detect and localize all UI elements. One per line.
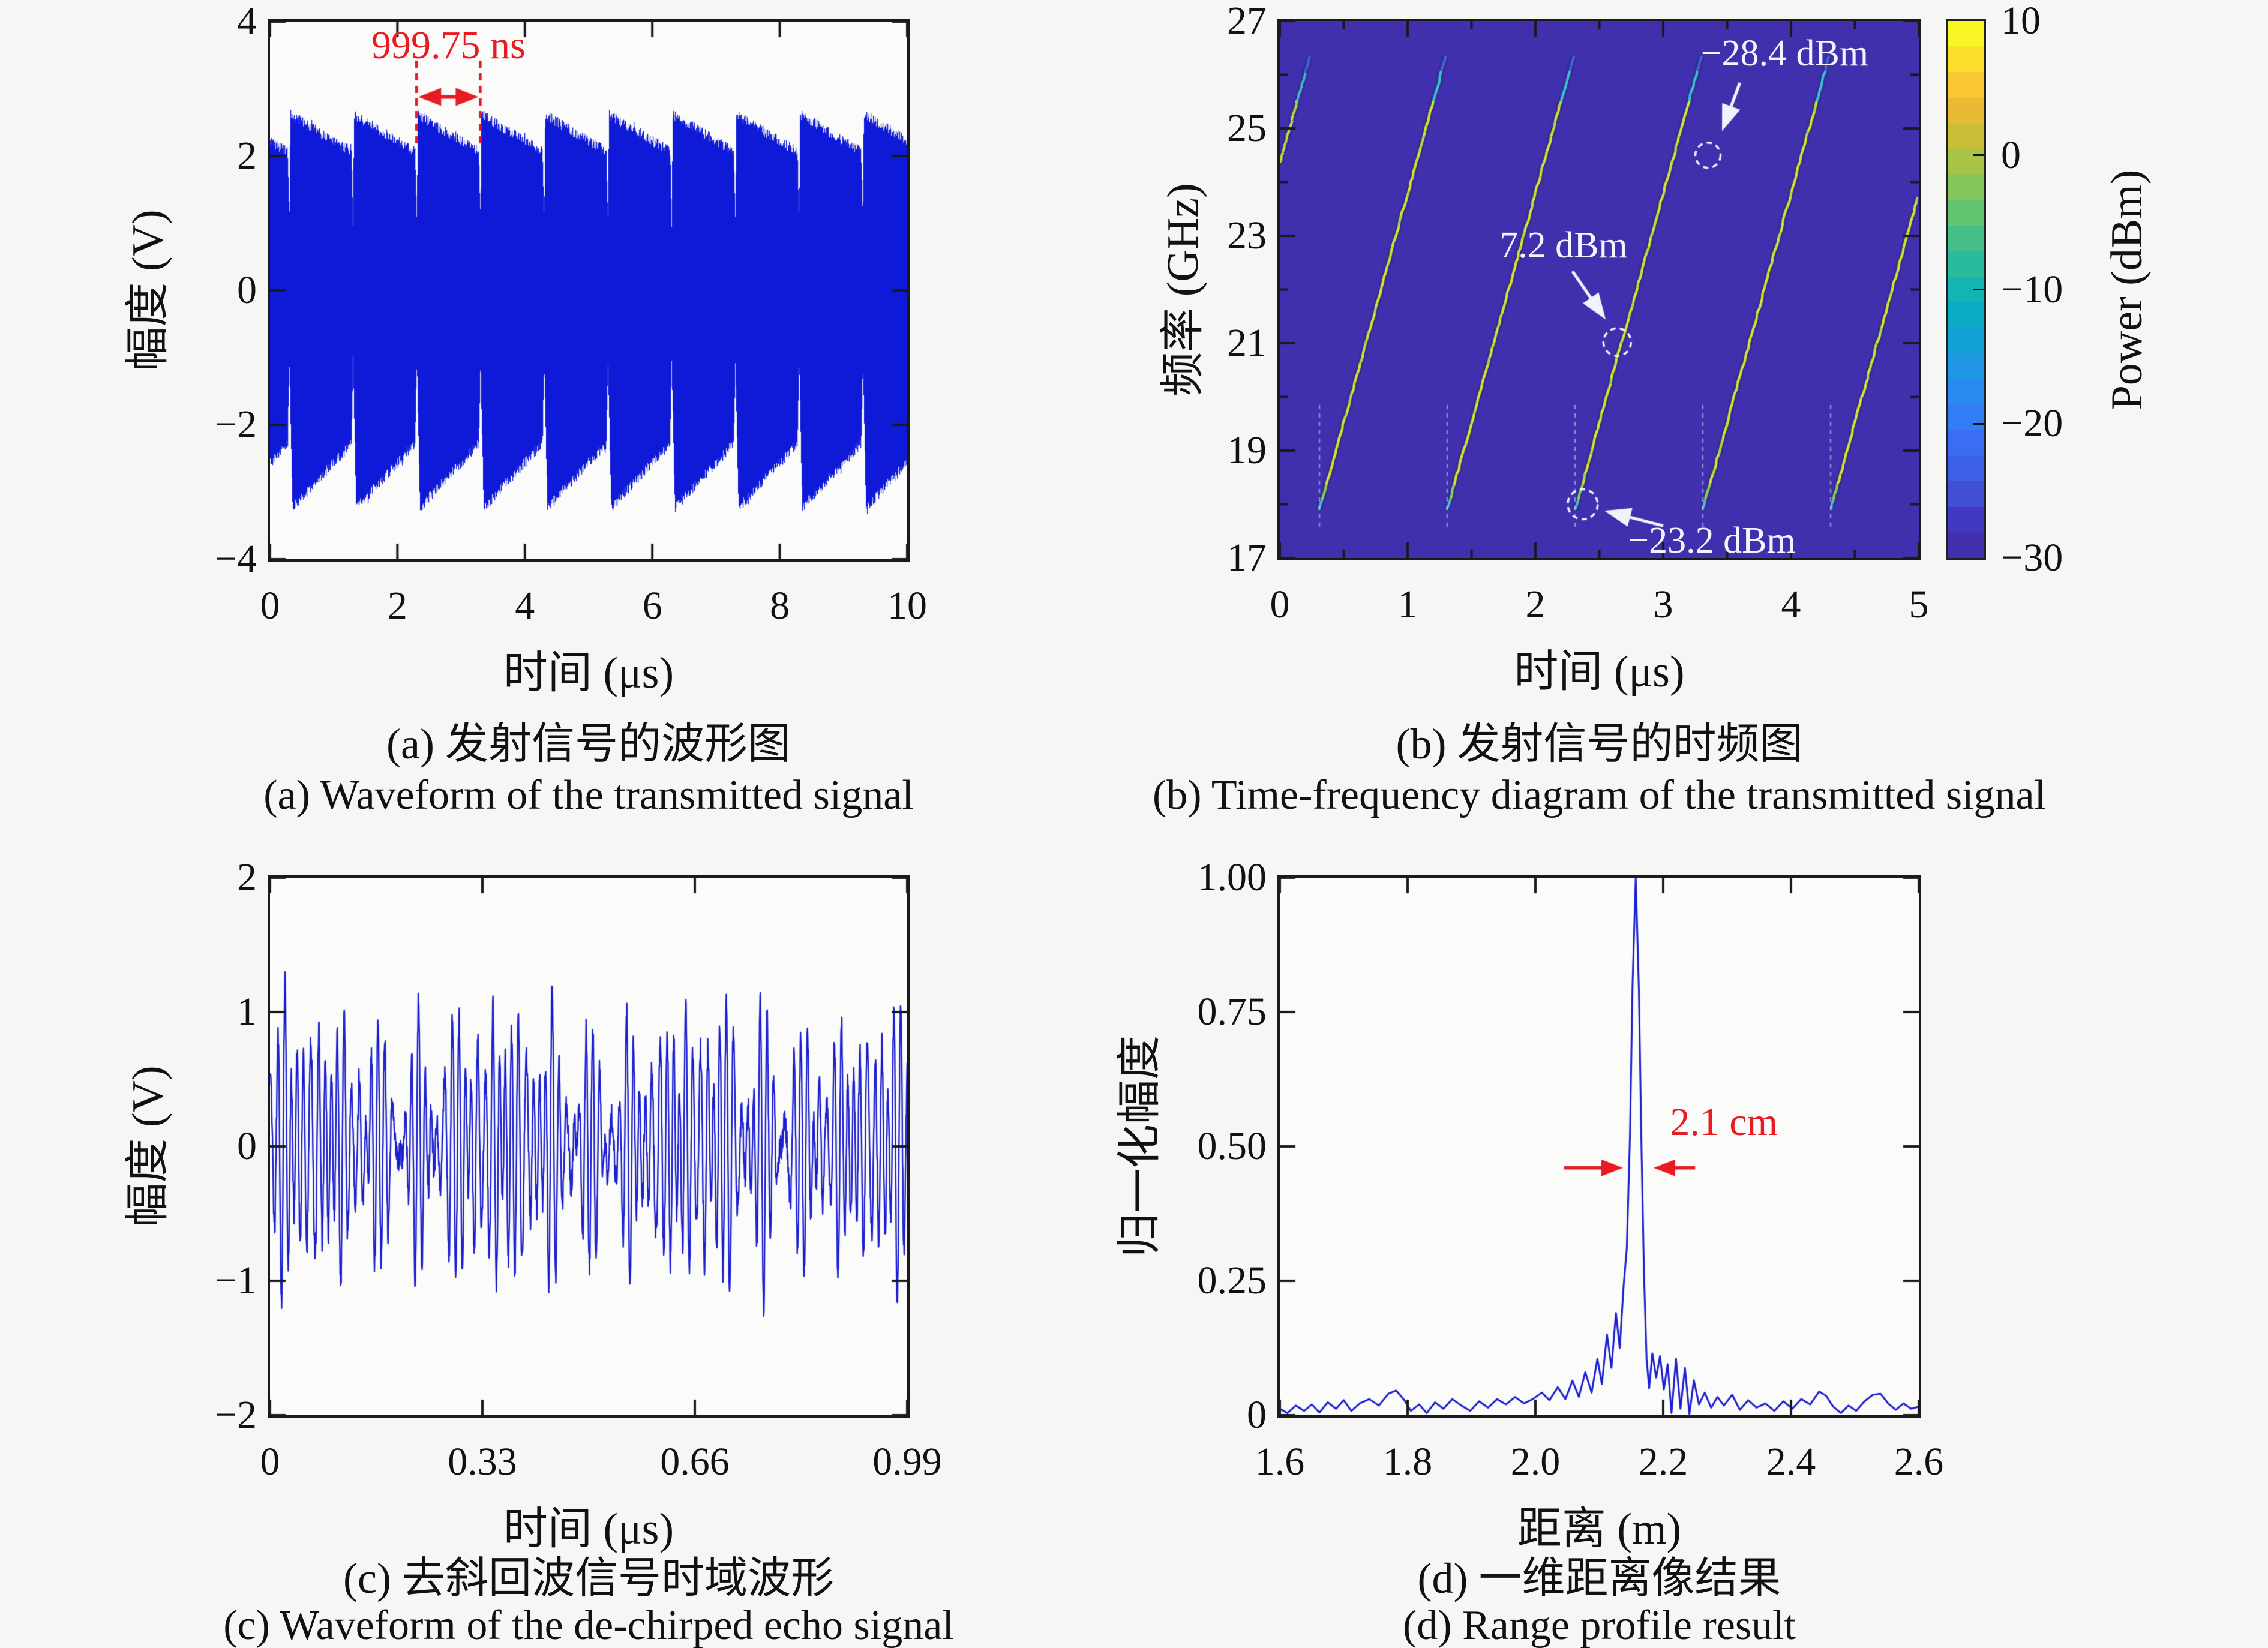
panel-d-plot	[1277, 875, 1921, 1418]
x-tick-label: 2	[1525, 583, 1546, 626]
y-tick-label: 0	[237, 1124, 257, 1168]
range-profile-canvas	[1280, 878, 1919, 1415]
colorbar-tick-mark	[1973, 154, 1984, 157]
panel-a-caption-en: (a) Waveform of the transmitted signal	[263, 772, 914, 818]
y-tick-label: 0.50	[1197, 1124, 1267, 1168]
panel-c-plot	[268, 875, 910, 1418]
panel-a-plot	[268, 19, 910, 562]
panel-d-caption-en: (d) Range profile result	[1402, 1602, 1796, 1648]
panel-a-x-axis-label: 时间 (μs)	[503, 649, 674, 698]
x-tick-label: 5	[1909, 583, 1929, 626]
x-tick-label: 0	[1270, 583, 1290, 626]
colorbar-label: Power (dBm)	[2102, 169, 2152, 410]
panel-c-y-axis-label: 幅度 (V)	[124, 1065, 173, 1227]
y-tick-label: 1.00	[1197, 855, 1267, 899]
panel-c-caption-en: (c) Waveform of the de-chirped echo sign…	[223, 1602, 954, 1648]
y-tick-label: 0	[237, 268, 257, 312]
panel-b-plot	[1277, 19, 1921, 560]
y-tick-label: 0.75	[1197, 990, 1267, 1034]
panel-a-period-annotation: 999.75 ns	[371, 23, 526, 68]
y-tick-label: −1	[214, 1259, 257, 1302]
x-tick-label: 3	[1653, 583, 1673, 626]
y-tick-label: 21	[1227, 321, 1267, 365]
colorbar-tick-label: −10	[2001, 267, 2063, 311]
x-tick-label: 2.2	[1638, 1440, 1688, 1484]
spectrogram-canvas	[1280, 21, 1919, 558]
x-tick-label: 8	[770, 584, 790, 628]
colorbar-tick-mark	[1973, 289, 1984, 290]
y-tick-label: 23	[1227, 214, 1267, 257]
colorbar-tick-label: 10	[2001, 0, 2041, 43]
panel-d-width-annotation: 2.1 cm	[1670, 1100, 1778, 1144]
y-tick-label: −4	[214, 537, 257, 581]
panel-c-caption-zh: (c) 去斜回波信号时域波形	[343, 1554, 834, 1602]
spectrogram-power-annotation: −28.4 dBm	[1700, 32, 1869, 74]
x-tick-label: 2.0	[1510, 1440, 1561, 1484]
x-tick-label: 4	[1781, 583, 1801, 626]
panel-d-caption-zh: (d) 一维距离像结果	[1417, 1554, 1781, 1602]
x-tick-label: 0	[260, 1440, 280, 1484]
y-tick-label: 25	[1227, 106, 1267, 150]
spectrogram-power-annotation: −23.2 dBm	[1628, 520, 1796, 562]
x-tick-label: 1.6	[1255, 1440, 1305, 1484]
x-tick-label: 1.8	[1382, 1440, 1433, 1484]
x-tick-label: 10	[887, 584, 927, 628]
colorbar-tick-label: 0	[2001, 133, 2021, 177]
panel-b-x-axis-label: 时间 (μs)	[1514, 647, 1685, 697]
colorbar-tick-mark	[1973, 422, 1984, 425]
panel-c-x-axis-label: 时间 (μs)	[503, 1505, 674, 1554]
x-tick-label: 0	[260, 584, 280, 628]
x-tick-label: 6	[642, 584, 662, 628]
panel-b-caption-zh: (b) 发射信号的时频图	[1396, 720, 1803, 768]
panel-b-y-axis-label: 频率 (GHz)	[1159, 182, 1208, 397]
waveform-a-canvas	[270, 22, 907, 559]
y-tick-label: 2	[237, 855, 257, 899]
x-tick-label: 4	[515, 584, 535, 628]
x-tick-label: 2.4	[1766, 1440, 1816, 1484]
spectrogram-power-annotation: 7.2 dBm	[1499, 225, 1628, 266]
colorbar-tick-label: −20	[2001, 401, 2063, 446]
panel-b-caption-en: (b) Time-frequency diagram of the transm…	[1152, 772, 2047, 818]
colorbar-tick-label: −30	[2001, 536, 2063, 580]
y-tick-label: 19	[1227, 428, 1267, 472]
panel-a-y-axis-label: 幅度 (V)	[124, 209, 173, 371]
y-tick-label: 0	[1247, 1393, 1267, 1437]
y-tick-label: 4	[237, 0, 257, 43]
y-tick-label: −2	[214, 1393, 257, 1437]
y-tick-label: 17	[1227, 536, 1267, 580]
x-tick-label: 0.66	[660, 1440, 730, 1484]
x-tick-label: 1	[1397, 583, 1418, 626]
dechirped-waveform-canvas	[270, 878, 907, 1415]
y-tick-label: −2	[214, 403, 257, 446]
x-tick-label: 2	[387, 584, 407, 628]
y-tick-label: 1	[237, 990, 257, 1034]
y-tick-label: 2	[237, 134, 257, 178]
x-tick-label: 0.33	[448, 1440, 517, 1484]
x-tick-label: 0.99	[872, 1440, 942, 1484]
x-tick-label: 2.6	[1894, 1440, 1944, 1484]
panel-d-y-axis-label: 归一化幅度	[1115, 1035, 1165, 1257]
panel-a-caption-zh: (a) 发射信号的波形图	[386, 720, 791, 768]
panel-d-x-axis-label: 距离 (m)	[1517, 1505, 1682, 1554]
y-tick-label: 0.25	[1197, 1259, 1267, 1302]
y-tick-label: 27	[1227, 0, 1267, 43]
